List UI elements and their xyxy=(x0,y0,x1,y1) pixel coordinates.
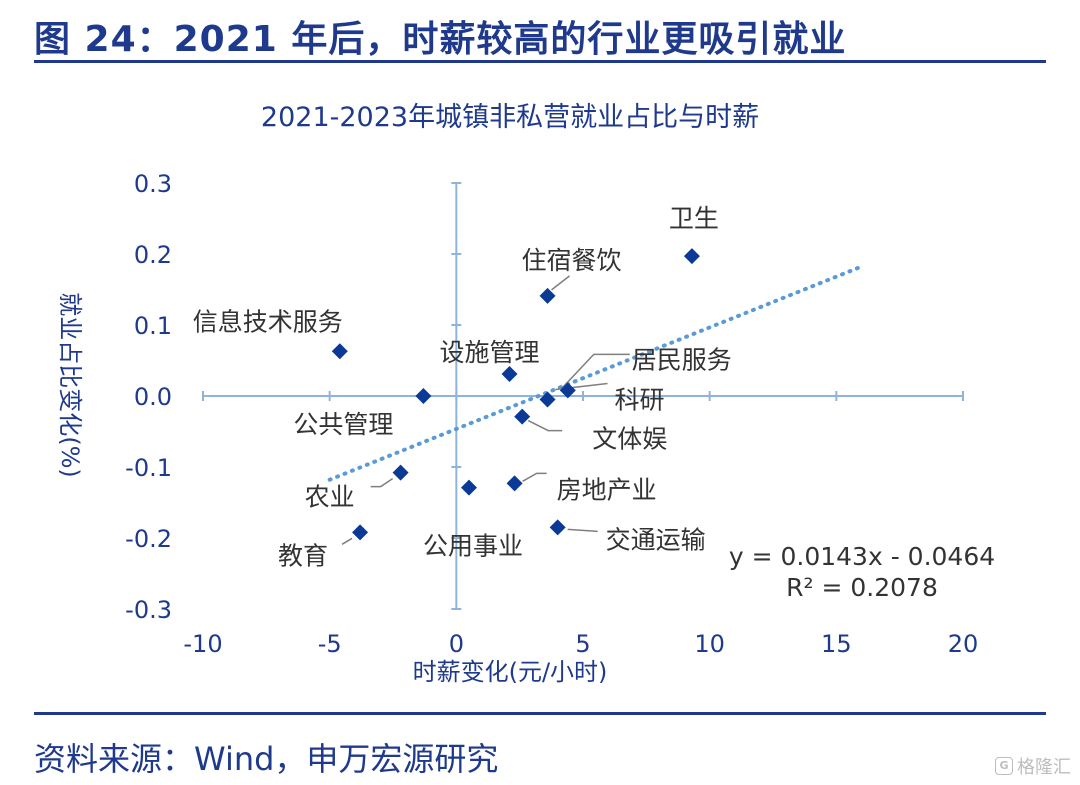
figure-title: 图 24：2021 年后，时薪较高的行业更吸引就业 xyxy=(34,19,847,60)
trend-r-squared: R² = 0.2078 xyxy=(786,573,938,602)
scatter-point xyxy=(506,475,523,492)
scatter-point xyxy=(514,408,531,425)
point-label: 教育 xyxy=(278,541,328,570)
point-label: 公用事业 xyxy=(423,532,523,561)
bottom-rule xyxy=(34,712,1046,715)
y-axis-label: 就业占比变化(%) xyxy=(56,292,84,478)
scatter-point xyxy=(352,524,369,541)
scatter-point xyxy=(461,479,477,496)
point-label: 公共管理 xyxy=(293,410,393,439)
label-leader-line xyxy=(341,537,353,545)
label-leader-line xyxy=(370,478,394,488)
scatter-point xyxy=(331,343,348,360)
scatter-point xyxy=(549,519,566,536)
point-label: 交通运输 xyxy=(606,525,706,554)
label-leader-line xyxy=(522,472,547,482)
point-label: 住宿餐饮 xyxy=(522,246,622,275)
point-label: 设施管理 xyxy=(440,338,540,367)
top-rule xyxy=(34,60,1046,63)
x-tick-label: -10 xyxy=(183,630,222,658)
y-tick-label: -0.3 xyxy=(125,596,172,624)
watermark-logo-icon: G xyxy=(995,757,1013,775)
point-label: 农业 xyxy=(305,483,355,512)
y-tick-label: 0.3 xyxy=(134,170,172,198)
y-tick-label: 0.1 xyxy=(134,312,172,340)
point-label: 卫生 xyxy=(669,204,719,233)
y-tick-label: 0.2 xyxy=(134,241,172,269)
x-axis-label: 时薪变化(元/小时) xyxy=(413,658,608,686)
scatter-point xyxy=(559,382,576,399)
trend-equation: y = 0.0143x - 0.0464 xyxy=(729,542,995,571)
y-tick-label: 0.0 xyxy=(134,383,172,411)
point-label: 居民服务 xyxy=(632,345,732,374)
chart-title: 2021-2023年城镇非私营就业占比与时薪 xyxy=(261,102,759,133)
label-leader-line xyxy=(561,353,630,389)
point-label: 文体娱 xyxy=(592,425,667,454)
x-tick-label: 5 xyxy=(575,630,590,658)
label-leader-line xyxy=(527,419,563,432)
x-tick-label: -5 xyxy=(318,630,342,658)
y-tick-label: -0.2 xyxy=(125,525,172,553)
source-note: 资料来源：Wind，申万宏源研究 xyxy=(34,740,499,778)
watermark-text: 格隆汇 xyxy=(1017,757,1071,778)
watermark: G 格隆汇 xyxy=(995,753,1071,779)
point-label: 房地产业 xyxy=(557,475,657,504)
point-label: 科研 xyxy=(615,386,665,415)
scatter-point xyxy=(392,464,409,481)
y-tick-label: -0.1 xyxy=(125,454,172,482)
scatter-point xyxy=(501,365,518,382)
label-leader-line xyxy=(567,528,598,533)
scatter-point xyxy=(415,388,432,404)
scatter-point xyxy=(683,248,700,265)
scatter-point xyxy=(539,391,556,408)
point-label: 信息技术服务 xyxy=(193,307,343,336)
x-tick-label: 10 xyxy=(694,630,725,658)
x-tick-label: 0 xyxy=(449,630,464,658)
trendline xyxy=(327,264,864,482)
x-tick-label: 20 xyxy=(948,630,979,658)
scatter-point xyxy=(539,287,556,304)
x-tick-label: 15 xyxy=(821,630,852,658)
label-leader-line xyxy=(551,275,570,291)
